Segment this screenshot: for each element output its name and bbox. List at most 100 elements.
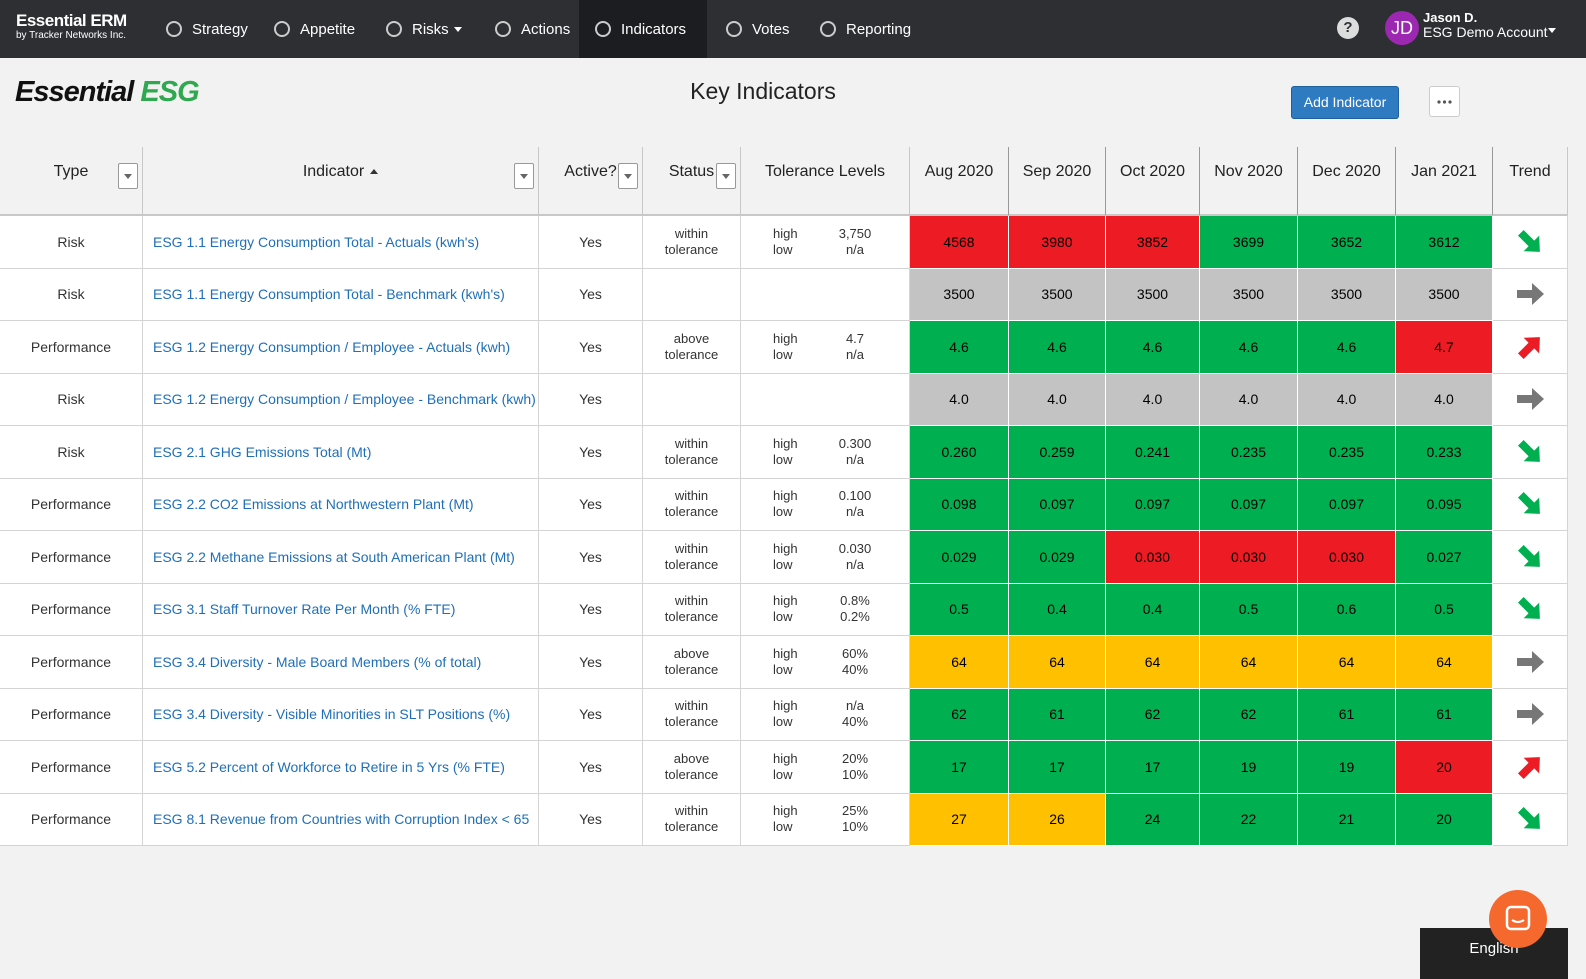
indicator-link[interactable]: ESG 1.1 Energy Consumption Total - Bench… (153, 286, 505, 303)
avatar[interactable]: JD (1385, 11, 1419, 45)
indicator-cell[interactable]: ESG 1.2 Energy Consumption / Employee - … (143, 373, 539, 426)
value: 4.6 (1336, 338, 1357, 355)
value: 26 (1049, 811, 1065, 828)
indicator-cell[interactable]: ESG 3.4 Diversity - Male Board Members (… (143, 636, 539, 689)
help-icon[interactable]: ? (1337, 17, 1359, 39)
indicator-link[interactable]: ESG 2.2 Methane Emissions at South Ameri… (153, 548, 515, 565)
nav-label: Votes (752, 20, 790, 38)
value: 27 (951, 811, 967, 828)
nav-item[interactable]: Strategy (150, 0, 262, 58)
tolerance-label: high (773, 330, 798, 346)
nav-item[interactable]: Indicators (579, 0, 707, 58)
value-cell: 64 (1200, 636, 1298, 689)
user-account[interactable]: ESG Demo Account (1423, 24, 1548, 40)
indicator-link[interactable]: ESG 3.4 Diversity - Male Board Members (… (153, 653, 482, 670)
navbar: Essential ERM by Tracker Networks Inc. ?… (0, 0, 1586, 58)
indicator-cell[interactable]: ESG 3.1 Staff Turnover Rate Per Month (%… (143, 583, 539, 636)
value-cell: 64 (1396, 636, 1493, 689)
indicator-link[interactable]: ESG 5.2 Percent of Workforce to Retire i… (153, 758, 505, 775)
value-cell: 4.0 (910, 373, 1009, 426)
active-cell: Yes (539, 531, 643, 584)
nav-icon (166, 21, 182, 37)
indicator-link[interactable]: ESG 3.4 Diversity - Visible Minorities i… (153, 706, 511, 723)
nav-item[interactable]: Risks (370, 0, 478, 58)
value-cell: 17 (1106, 741, 1200, 794)
column-header[interactable]: Tolerance Levels (741, 147, 910, 216)
value-cell: 3612 (1396, 216, 1493, 269)
filter-button[interactable] (118, 163, 138, 189)
indicator-cell[interactable]: ESG 3.4 Diversity - Visible Minorities i… (143, 688, 539, 741)
tolerance-line: high 25% (773, 803, 890, 819)
indicator-cell[interactable]: ESG 1.1 Energy Consumption Total - Actua… (143, 216, 539, 269)
status-cell: within tolerance (643, 426, 741, 479)
column-header[interactable]: Type (0, 147, 143, 216)
column-header[interactable]: Aug 2020 (910, 147, 1009, 216)
value-cell: 4.0 (1200, 373, 1298, 426)
column-header[interactable]: Oct 2020 (1106, 147, 1200, 216)
value-cell: 26 (1009, 793, 1106, 846)
indicator-link[interactable]: ESG 2.2 CO2 Emissions at Northwestern Pl… (153, 496, 474, 513)
column-header[interactable]: Active? (539, 147, 643, 216)
indicator-cell[interactable]: ESG 2.2 CO2 Emissions at Northwestern Pl… (143, 478, 539, 531)
type: Risk (57, 443, 85, 460)
value: 0.095 (1426, 496, 1462, 513)
indicator-link[interactable]: ESG 2.1 GHG Emissions Total (Mt) (153, 443, 372, 460)
chat-launcher[interactable] (1489, 890, 1547, 948)
value: 0.235 (1230, 443, 1267, 460)
value-cell: 4.0 (1298, 373, 1396, 426)
nav-item[interactable]: Reporting (804, 0, 914, 58)
tolerance-label: low (773, 819, 793, 835)
add-indicator-button[interactable]: Add Indicator (1291, 86, 1399, 119)
indicator-link[interactable]: ESG 8.1 Revenue from Countries with Corr… (153, 811, 530, 828)
filter-button[interactable] (716, 163, 736, 189)
filter-button[interactable] (514, 163, 534, 189)
nav-item[interactable]: Appetite (258, 0, 370, 58)
indicator-cell[interactable]: ESG 8.1 Revenue from Countries with Corr… (143, 793, 539, 846)
more-button[interactable] (1429, 86, 1460, 117)
column-header[interactable]: Nov 2020 (1200, 147, 1298, 216)
column-header[interactable]: Sep 2020 (1009, 147, 1106, 216)
active: Yes (579, 811, 602, 828)
value-cell: 0.030 (1200, 531, 1298, 584)
nav-item[interactable]: Votes (710, 0, 804, 58)
value: 0.4 (1047, 601, 1067, 618)
value-cell: 61 (1298, 688, 1396, 741)
type-cell: Performance (0, 321, 143, 374)
column-header[interactable]: Dec 2020 (1298, 147, 1396, 216)
column-header[interactable]: Status (643, 147, 741, 216)
tolerance-line: low n/a (773, 347, 890, 363)
indicator-link[interactable]: ESG 1.2 Energy Consumption / Employee - … (153, 391, 536, 408)
value: 4.0 (1434, 391, 1454, 408)
value-cell: 0.6 (1298, 583, 1396, 636)
active-cell: Yes (539, 268, 643, 321)
logo-text: Essential (15, 76, 134, 108)
column-header[interactable]: Trend (1493, 147, 1568, 216)
brand[interactable]: Essential ERM (16, 11, 127, 30)
logo-accent: ESG (140, 76, 199, 108)
column-header[interactable]: Indicator (143, 147, 539, 216)
indicator-cell[interactable]: ESG 5.2 Percent of Workforce to Retire i… (143, 741, 539, 794)
value: 4.0 (1238, 391, 1259, 408)
user-name[interactable]: Jason D. (1423, 10, 1478, 25)
active-cell: Yes (539, 478, 643, 531)
indicator-cell[interactable]: ESG 2.1 GHG Emissions Total (Mt) (143, 426, 539, 479)
type-cell: Performance (0, 636, 143, 689)
indicator-link[interactable]: ESG 1.2 Energy Consumption / Employee - … (153, 338, 511, 355)
trend-cell (1493, 268, 1568, 321)
trend-cell (1493, 426, 1568, 479)
column-header[interactable]: Jan 2021 (1396, 147, 1493, 216)
tolerance-line: high 0.100 (773, 488, 890, 504)
indicator-cell[interactable]: ESG 1.1 Energy Consumption Total - Bench… (143, 268, 539, 321)
value-cell: 3652 (1298, 216, 1396, 269)
indicator-link[interactable]: ESG 3.1 Staff Turnover Rate Per Month (%… (153, 601, 456, 618)
filter-button[interactable] (618, 163, 638, 189)
value: 4.6 (1142, 338, 1163, 355)
indicator-link[interactable]: ESG 1.1 Energy Consumption Total - Actua… (153, 233, 480, 250)
value: 3500 (1330, 286, 1363, 303)
indicator-cell[interactable]: ESG 1.2 Energy Consumption / Employee - … (143, 321, 539, 374)
nav-item[interactable]: Actions (479, 0, 579, 58)
indicator-cell[interactable]: ESG 2.2 Methane Emissions at South Ameri… (143, 531, 539, 584)
nav-label: Appetite (300, 20, 356, 38)
value: 64 (1338, 653, 1355, 670)
type-cell: Risk (0, 268, 143, 321)
